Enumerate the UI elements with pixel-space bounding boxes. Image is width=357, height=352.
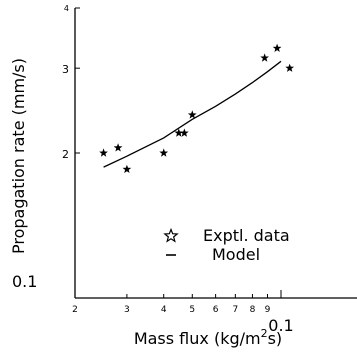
data-point-star-3 [159,148,169,157]
data-point-star-4 [174,128,184,137]
x-tick-label-4: 6 [213,305,219,315]
data-point-star-1 [113,143,123,152]
data-point-star-2 [122,164,132,174]
x-tick-label-1: 3 [124,305,130,315]
x-tick-label-5: 7 [232,305,238,315]
y-tick-label-2: 4 [64,4,69,13]
y-axis-ticks: 2 3 4 [62,4,80,161]
data-point-star-7 [260,53,270,62]
exptl-data-series [99,43,295,174]
x-axis-title: Mass flux (kg/m2s) [134,327,282,348]
data-point-star-5 [179,128,189,137]
legend-label-model: Model [212,245,260,264]
y-axis-title: Propagation rate (mm/s) [9,58,28,254]
legend-star-icon [163,227,179,243]
model-line-path [103,60,282,168]
x-tick-label-8: 0.1 [268,316,293,335]
legend: Exptl. data Model [163,226,290,264]
data-point-star-9 [285,63,295,72]
y-tick-label-0: 2 [62,148,69,161]
legend-star-shape [163,227,179,243]
x-axis-title-main: Mass flux (kg/m [134,329,261,348]
y-tick-label-1: 3 [62,63,69,76]
x-tick-label-6: 8 [250,305,256,315]
x-axis-ticks: 2 3 4 5 6 7 8 90.1 [72,290,294,335]
data-point-star-8 [272,43,282,52]
data-point-star-0 [99,148,108,157]
data-point-star-6 [187,110,197,119]
x-axis-title-sup: 2 [261,327,268,340]
x-tick-label-7: 9 [265,305,271,315]
legend-label-exptl: Exptl. data [203,226,290,245]
x-tick-label-3: 5 [189,305,195,315]
model-series [103,60,282,168]
x-tick-label-0: 2 [72,305,78,315]
x-axis-title-end: s) [268,329,283,348]
corner-label: 0.1 [12,272,37,291]
x-tick-label-2: 4 [161,305,167,315]
